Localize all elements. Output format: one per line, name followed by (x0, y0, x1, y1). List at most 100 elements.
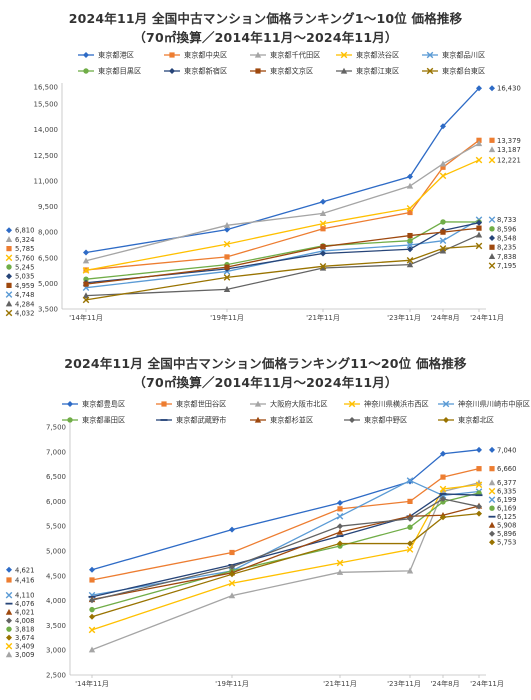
series-line (85, 227, 480, 285)
data-point (476, 85, 482, 92)
start-value-label: 3,009 (5, 651, 34, 659)
y-tick-label: 8,000 (38, 229, 58, 237)
x-tick-label: '23年11月 (387, 679, 421, 688)
x-tick-label: '19年11月 (210, 313, 244, 322)
legend-label: 東京都台東区 (442, 67, 485, 76)
start-value-label: 4,284 (5, 300, 34, 308)
label-marker (488, 262, 496, 269)
chart-title: 2024年11月 全国中古マンション価格ランキング1～10位 価格推移 (68, 11, 463, 26)
series (89, 446, 482, 573)
legend-swatch-marker (255, 68, 261, 74)
end-labels: 7,040 6,660 6,3776,3356,1996,1696,1255,908… (488, 446, 516, 547)
series (88, 493, 483, 598)
data-point (406, 241, 414, 249)
start-value-text: 4,032 (15, 310, 34, 318)
data-point (228, 592, 236, 599)
data-point (407, 209, 413, 216)
data-point (407, 524, 413, 530)
start-value-text: 4,284 (15, 300, 34, 308)
legend-swatch-marker (348, 400, 356, 408)
data-point (82, 267, 90, 274)
legend-swatch-marker (67, 417, 73, 423)
y-tick-label: 16,500 (34, 84, 59, 92)
y-tick-label: 2,500 (46, 672, 66, 680)
end-value-text: 8,596 (497, 225, 516, 233)
label-marker (489, 85, 495, 92)
data-point (476, 503, 482, 510)
label-marker (6, 246, 12, 252)
legend-swatch-marker (67, 401, 73, 407)
end-value-text: 8,733 (497, 216, 516, 224)
chart-subtitle: （70㎡換算／2014年11月～2024年11月） (133, 375, 398, 390)
y-tick-label: 14,000 (34, 126, 59, 134)
data-point (319, 210, 327, 216)
data-point (82, 296, 90, 304)
series (83, 85, 482, 256)
data-point (83, 276, 89, 282)
start-value-label: 6,324 (5, 236, 34, 244)
label-marker (6, 617, 12, 624)
start-value-text: 4,076 (15, 600, 34, 608)
legend-swatch-marker (340, 67, 348, 74)
legend-swatch-marker (349, 417, 355, 423)
label-marker (489, 530, 495, 537)
data-point (407, 173, 413, 180)
legend-swatch-marker (442, 400, 450, 408)
data-point (407, 246, 413, 253)
data-point (407, 540, 413, 547)
start-value-label: 4,748 (5, 291, 34, 299)
label-marker (6, 566, 12, 573)
start-value-text: 5,760 (15, 254, 34, 262)
legend-label: 東京都品川区 (442, 51, 485, 60)
start-value-text: 4,959 (15, 282, 34, 290)
data-point (439, 160, 447, 167)
start-value-text: 4,021 (15, 609, 34, 617)
start-value-label: 5,760 (5, 254, 34, 262)
end-value-label: 12,221 (488, 157, 521, 165)
y-tick-label: 9,500 (38, 203, 58, 211)
start-value-text: 4,110 (15, 592, 34, 600)
legend-swatch-marker (169, 68, 175, 74)
series (88, 481, 483, 634)
start-value-text: 3,409 (15, 643, 34, 651)
label-marker (489, 446, 495, 453)
legend-label: 大阪府大阪市北区 (270, 400, 328, 409)
legend-label: 東京都中野区 (364, 416, 407, 425)
data-point (89, 606, 95, 613)
data-point (440, 123, 446, 130)
data-point (229, 563, 235, 570)
label-marker (489, 505, 495, 511)
legend-item: 東京都台東区 (422, 67, 485, 76)
end-value-text: 6,377 (497, 479, 516, 487)
series (89, 495, 482, 604)
start-value-text: 5,035 (15, 273, 34, 281)
data-point (407, 498, 413, 504)
data-point (336, 559, 344, 567)
chart-panel-top: 2024年11月 全国中古マンション価格ランキング1～10位 価格推移 （70㎡… (0, 0, 531, 340)
data-point (223, 286, 231, 292)
end-value-text: 13,187 (497, 146, 521, 154)
end-value-text: 8,235 (497, 244, 516, 252)
start-value-text: 5,785 (15, 245, 34, 253)
data-point (337, 540, 343, 547)
series-line (91, 468, 480, 581)
legend-label: 東京都世田谷区 (176, 400, 226, 409)
data-point (476, 446, 482, 453)
x-tick-label: '23年11月 (387, 313, 421, 322)
end-value-label: 8,235 (489, 244, 516, 252)
series (88, 477, 483, 599)
data-point (320, 198, 326, 205)
legend-item: 大阪府大阪市北区 (250, 400, 328, 409)
end-value-text: 13,379 (497, 137, 521, 145)
data-point (320, 226, 326, 232)
data-point (475, 140, 483, 147)
y-tick-label: 6,500 (46, 473, 66, 481)
series (82, 140, 483, 264)
legend-label: 東京都北区 (458, 416, 494, 425)
data-point (440, 514, 446, 521)
label-marker (5, 300, 13, 307)
legend-label: 東京都新宿区 (184, 67, 227, 76)
x-tick-label: '21年11月 (323, 679, 357, 688)
